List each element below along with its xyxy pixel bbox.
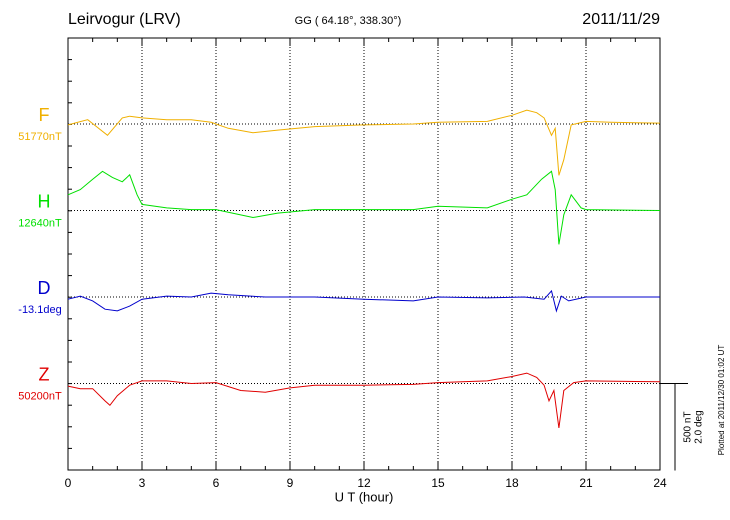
series-name: Z xyxy=(39,364,50,384)
series-name: D xyxy=(38,278,51,298)
trace xyxy=(67,109,661,176)
trace xyxy=(67,372,661,428)
chart-title: Leirvogur (LRV) xyxy=(68,11,181,28)
x-tick-label: 15 xyxy=(431,476,445,490)
x-tick-label: 24 xyxy=(653,476,667,490)
date: 2011/11/29 xyxy=(582,11,660,28)
x-tick-label: 0 xyxy=(65,476,72,490)
x-tick-label: 3 xyxy=(139,476,146,490)
x-tick-label: 9 xyxy=(287,476,294,490)
baseline-label: 50200nT xyxy=(18,390,62,402)
footnote: Plotted at 2011/12/30 01:02 UT xyxy=(717,345,726,456)
x-axis-label: U T (hour) xyxy=(335,489,394,504)
x-tick-label: 12 xyxy=(357,476,371,490)
scale-label: 2.0 deg xyxy=(694,410,705,443)
baseline-label: 12640nT xyxy=(18,217,62,229)
trace xyxy=(67,170,661,245)
trace xyxy=(67,289,660,313)
x-tick-label: 21 xyxy=(579,476,593,490)
x-tick-label: 6 xyxy=(213,476,220,490)
series-name: H xyxy=(38,191,51,211)
baseline-label: -13.1deg xyxy=(18,304,61,316)
baseline-label: 51770nT xyxy=(18,131,62,143)
scale-label: 500 nT xyxy=(683,411,694,442)
x-tick-label: 18 xyxy=(505,476,519,490)
series-name: F xyxy=(39,105,50,125)
subtitle: GG ( 64.18°, 338.30°) xyxy=(295,15,402,27)
